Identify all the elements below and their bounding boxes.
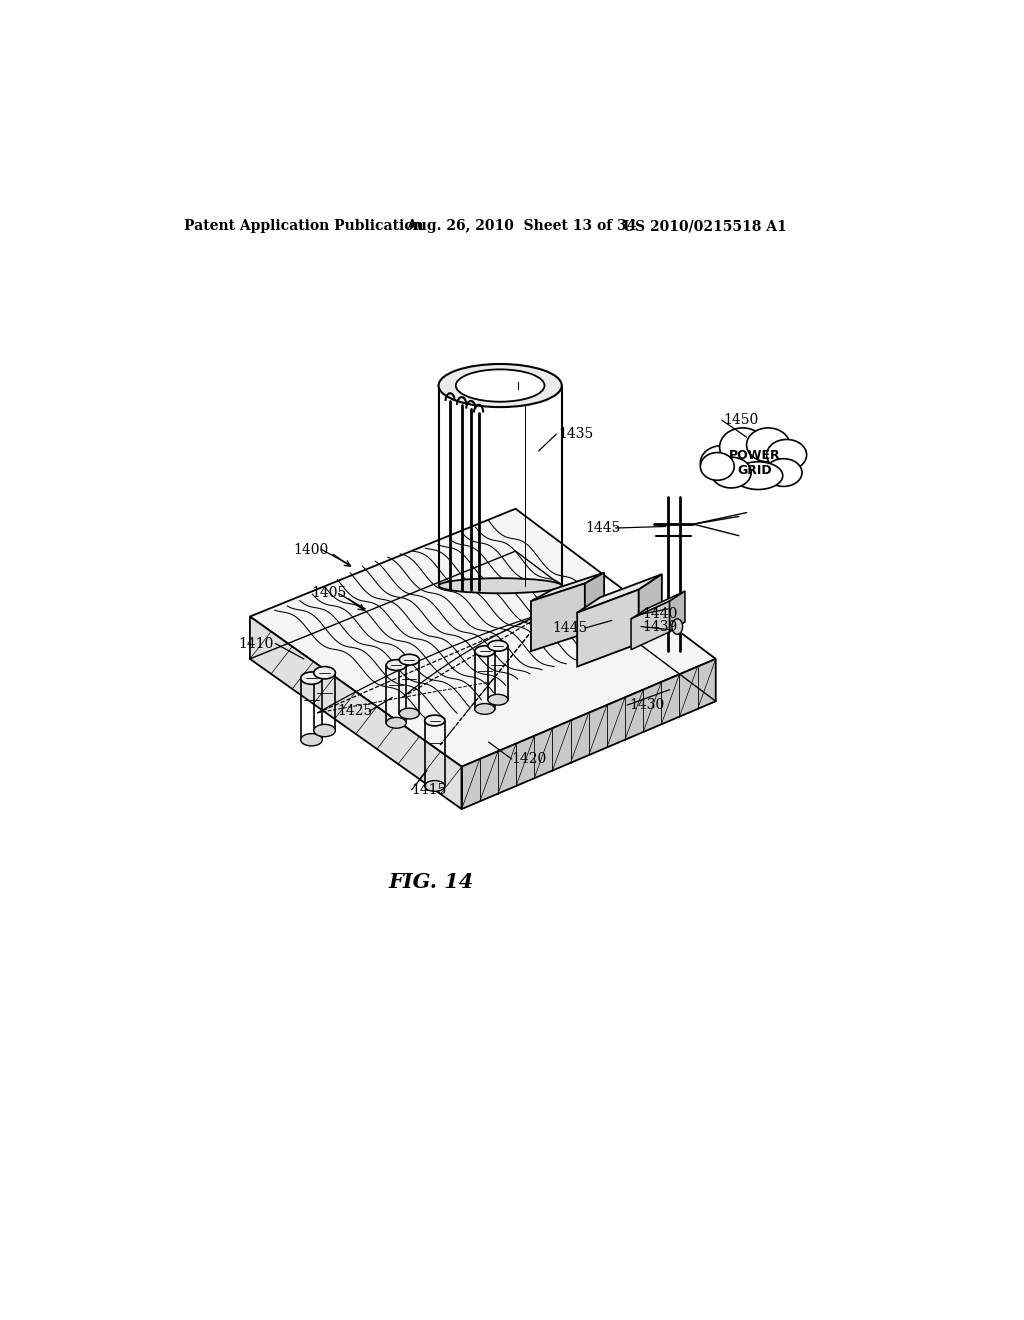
Text: 1415: 1415 [412,783,447,797]
Ellipse shape [438,364,562,407]
Ellipse shape [720,428,766,466]
Text: 1435: 1435 [558,428,593,441]
Text: 1400: 1400 [294,543,329,557]
Ellipse shape [475,704,495,714]
Ellipse shape [700,446,743,479]
Polygon shape [639,574,662,644]
Polygon shape [531,583,585,651]
Ellipse shape [672,619,683,635]
Polygon shape [578,590,639,667]
Polygon shape [531,573,604,601]
Ellipse shape [733,462,782,490]
Ellipse shape [313,667,336,678]
Ellipse shape [700,453,734,480]
Ellipse shape [386,660,407,671]
Polygon shape [585,573,604,634]
Ellipse shape [487,694,508,705]
Text: 1420: 1420 [512,752,547,766]
Text: 1430: 1430 [630,698,665,711]
Ellipse shape [456,370,545,401]
Text: 1410: 1410 [239,636,273,651]
Text: 1439: 1439 [643,619,678,634]
Text: 1440: 1440 [643,607,678,622]
Ellipse shape [475,645,495,656]
Text: 1405: 1405 [311,586,347,601]
Text: 1445: 1445 [553,622,588,635]
Polygon shape [631,601,670,649]
Text: 1445: 1445 [585,521,621,535]
Ellipse shape [386,718,407,729]
Text: Patent Application Publication: Patent Application Publication [184,219,424,234]
Polygon shape [631,591,685,619]
Polygon shape [250,508,716,767]
Ellipse shape [746,428,790,462]
Polygon shape [670,591,685,632]
Ellipse shape [425,780,444,792]
Ellipse shape [487,640,508,651]
Ellipse shape [438,578,562,593]
Ellipse shape [765,459,802,487]
Ellipse shape [399,655,419,665]
Ellipse shape [767,440,807,470]
Ellipse shape [399,708,419,719]
Polygon shape [578,574,662,612]
Text: FIG. 14: FIG. 14 [388,873,473,892]
Text: US 2010/0215518 A1: US 2010/0215518 A1 [624,219,787,234]
Text: Aug. 26, 2010  Sheet 13 of 34: Aug. 26, 2010 Sheet 13 of 34 [407,219,637,234]
Ellipse shape [313,725,336,737]
Ellipse shape [301,734,323,746]
Ellipse shape [425,715,444,726]
Text: POWER
GRID: POWER GRID [728,449,780,477]
Text: 1450: 1450 [724,413,759,428]
Text: 1425: 1425 [337,705,372,718]
Polygon shape [250,616,462,809]
Ellipse shape [301,672,323,684]
Ellipse shape [711,457,752,488]
Polygon shape [462,659,716,809]
